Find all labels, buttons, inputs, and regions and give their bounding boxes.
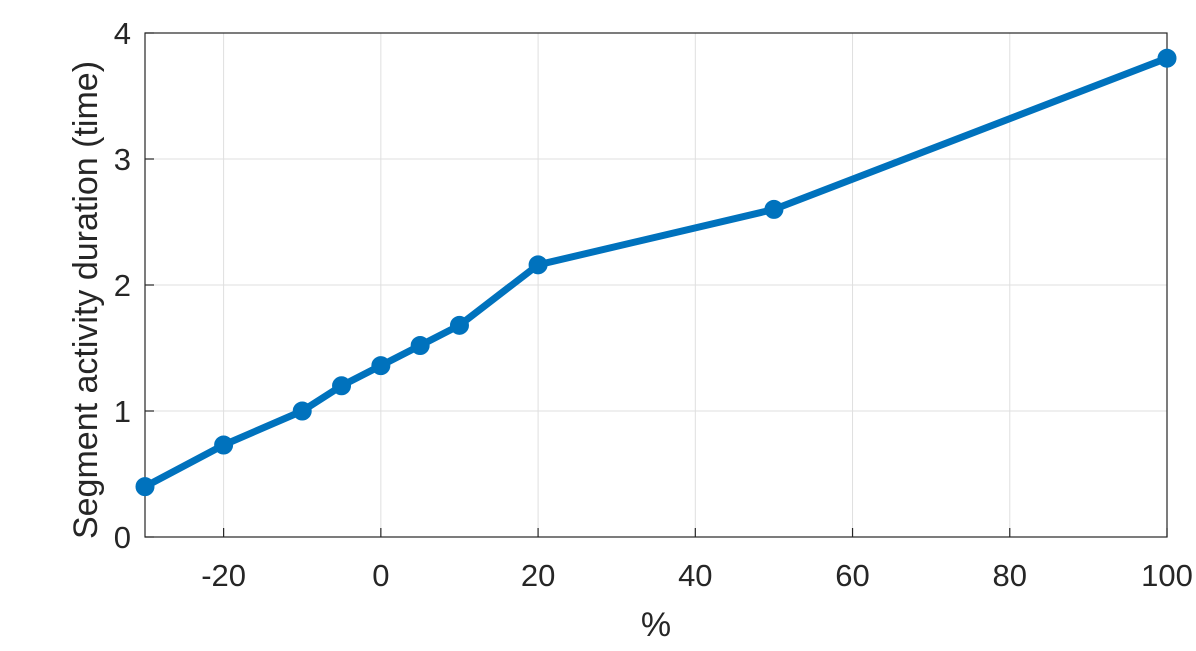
y-tick-label: 1 <box>114 394 131 429</box>
data-point <box>1157 48 1177 68</box>
data-point <box>764 199 784 219</box>
series-line <box>141 54 1171 491</box>
series-group <box>135 48 1177 497</box>
y-axis-ticks: 0 1 2 3 4 <box>114 16 154 555</box>
data-point <box>528 255 548 275</box>
data-point <box>332 376 352 396</box>
data-point <box>214 435 234 455</box>
x-tick-label: 0 <box>372 558 389 593</box>
grid-lines <box>145 32 1168 538</box>
x-tick-label: 40 <box>678 558 712 593</box>
x-axis-ticks: -20 0 20 40 60 80 100 <box>201 528 1193 593</box>
data-point <box>371 356 391 376</box>
data-point <box>449 315 469 335</box>
y-axis-label: Segment activity duration (time) <box>67 61 105 539</box>
y-tick-label: 4 <box>114 16 131 51</box>
data-point <box>135 477 155 497</box>
x-tick-label: 80 <box>993 558 1027 593</box>
x-tick-label: -20 <box>201 558 246 593</box>
y-tick-label: 0 <box>114 520 131 555</box>
y-tick-label: 3 <box>114 142 131 177</box>
y-tick-label: 2 <box>114 268 131 303</box>
x-tick-label: 60 <box>835 558 869 593</box>
x-tick-label: 20 <box>521 558 555 593</box>
x-axis-label: % <box>641 606 671 644</box>
data-point <box>292 401 312 421</box>
x-tick-label: 100 <box>1141 558 1193 593</box>
data-point <box>410 335 430 355</box>
